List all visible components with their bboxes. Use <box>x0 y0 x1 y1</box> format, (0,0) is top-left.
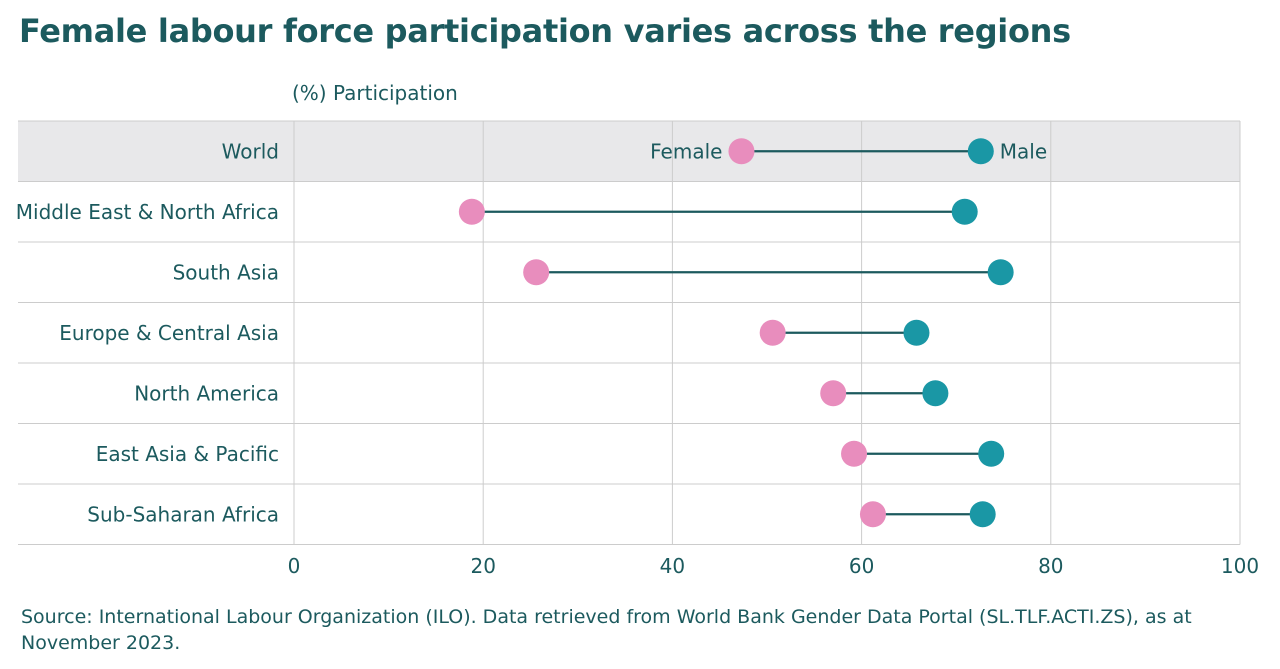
chart-title: Female labour force participation varies… <box>19 12 1071 50</box>
male-point <box>978 440 1005 467</box>
female-point <box>728 138 755 165</box>
legend-layer: Female Male <box>650 139 1047 163</box>
x-tick-label: 40 <box>660 554 685 578</box>
female-point <box>820 380 847 407</box>
male-point <box>967 138 994 165</box>
male-point <box>987 259 1014 286</box>
category-label: East Asia & Pacific <box>96 442 279 466</box>
row-background-layer <box>18 121 1240 182</box>
dumbbell-chart: (%) Participation World Middle East & Nor… <box>16 81 1259 578</box>
female-point <box>523 259 550 286</box>
mark-layer <box>458 138 1014 528</box>
x-tick-label: 100 <box>1221 554 1259 578</box>
male-point <box>969 501 996 528</box>
female-point <box>458 198 485 225</box>
male-point <box>903 319 930 346</box>
source-note: Source: International Labour Organizatio… <box>21 606 1192 654</box>
category-label: Sub-Saharan Africa <box>87 502 279 526</box>
female-point <box>841 440 868 467</box>
x-tick-label: 80 <box>1038 554 1063 578</box>
x-tick-label: 60 <box>849 554 874 578</box>
highlight-row-background <box>18 121 1240 182</box>
category-label: World <box>222 139 279 163</box>
category-label: North America <box>134 381 279 405</box>
x-tick-label: 0 <box>288 554 301 578</box>
category-label: Middle East & North Africa <box>16 200 279 224</box>
tick-label-layer: 0 20 40 60 80 100 <box>288 554 1259 578</box>
female-point <box>859 501 886 528</box>
grid-layer <box>18 120 1241 545</box>
x-tick-label: 20 <box>470 554 495 578</box>
legend-male-label: Male <box>1000 139 1047 163</box>
category-label: South Asia <box>173 260 279 284</box>
category-label: Europe & Central Asia <box>59 321 279 345</box>
female-point <box>759 319 786 346</box>
x-axis-unit-label: (%) Participation <box>292 81 458 105</box>
male-point <box>922 380 949 407</box>
category-label-layer: World Middle East & North Africa South Asi… <box>16 139 279 526</box>
legend-female-label: Female <box>650 139 722 163</box>
male-point <box>951 198 978 225</box>
